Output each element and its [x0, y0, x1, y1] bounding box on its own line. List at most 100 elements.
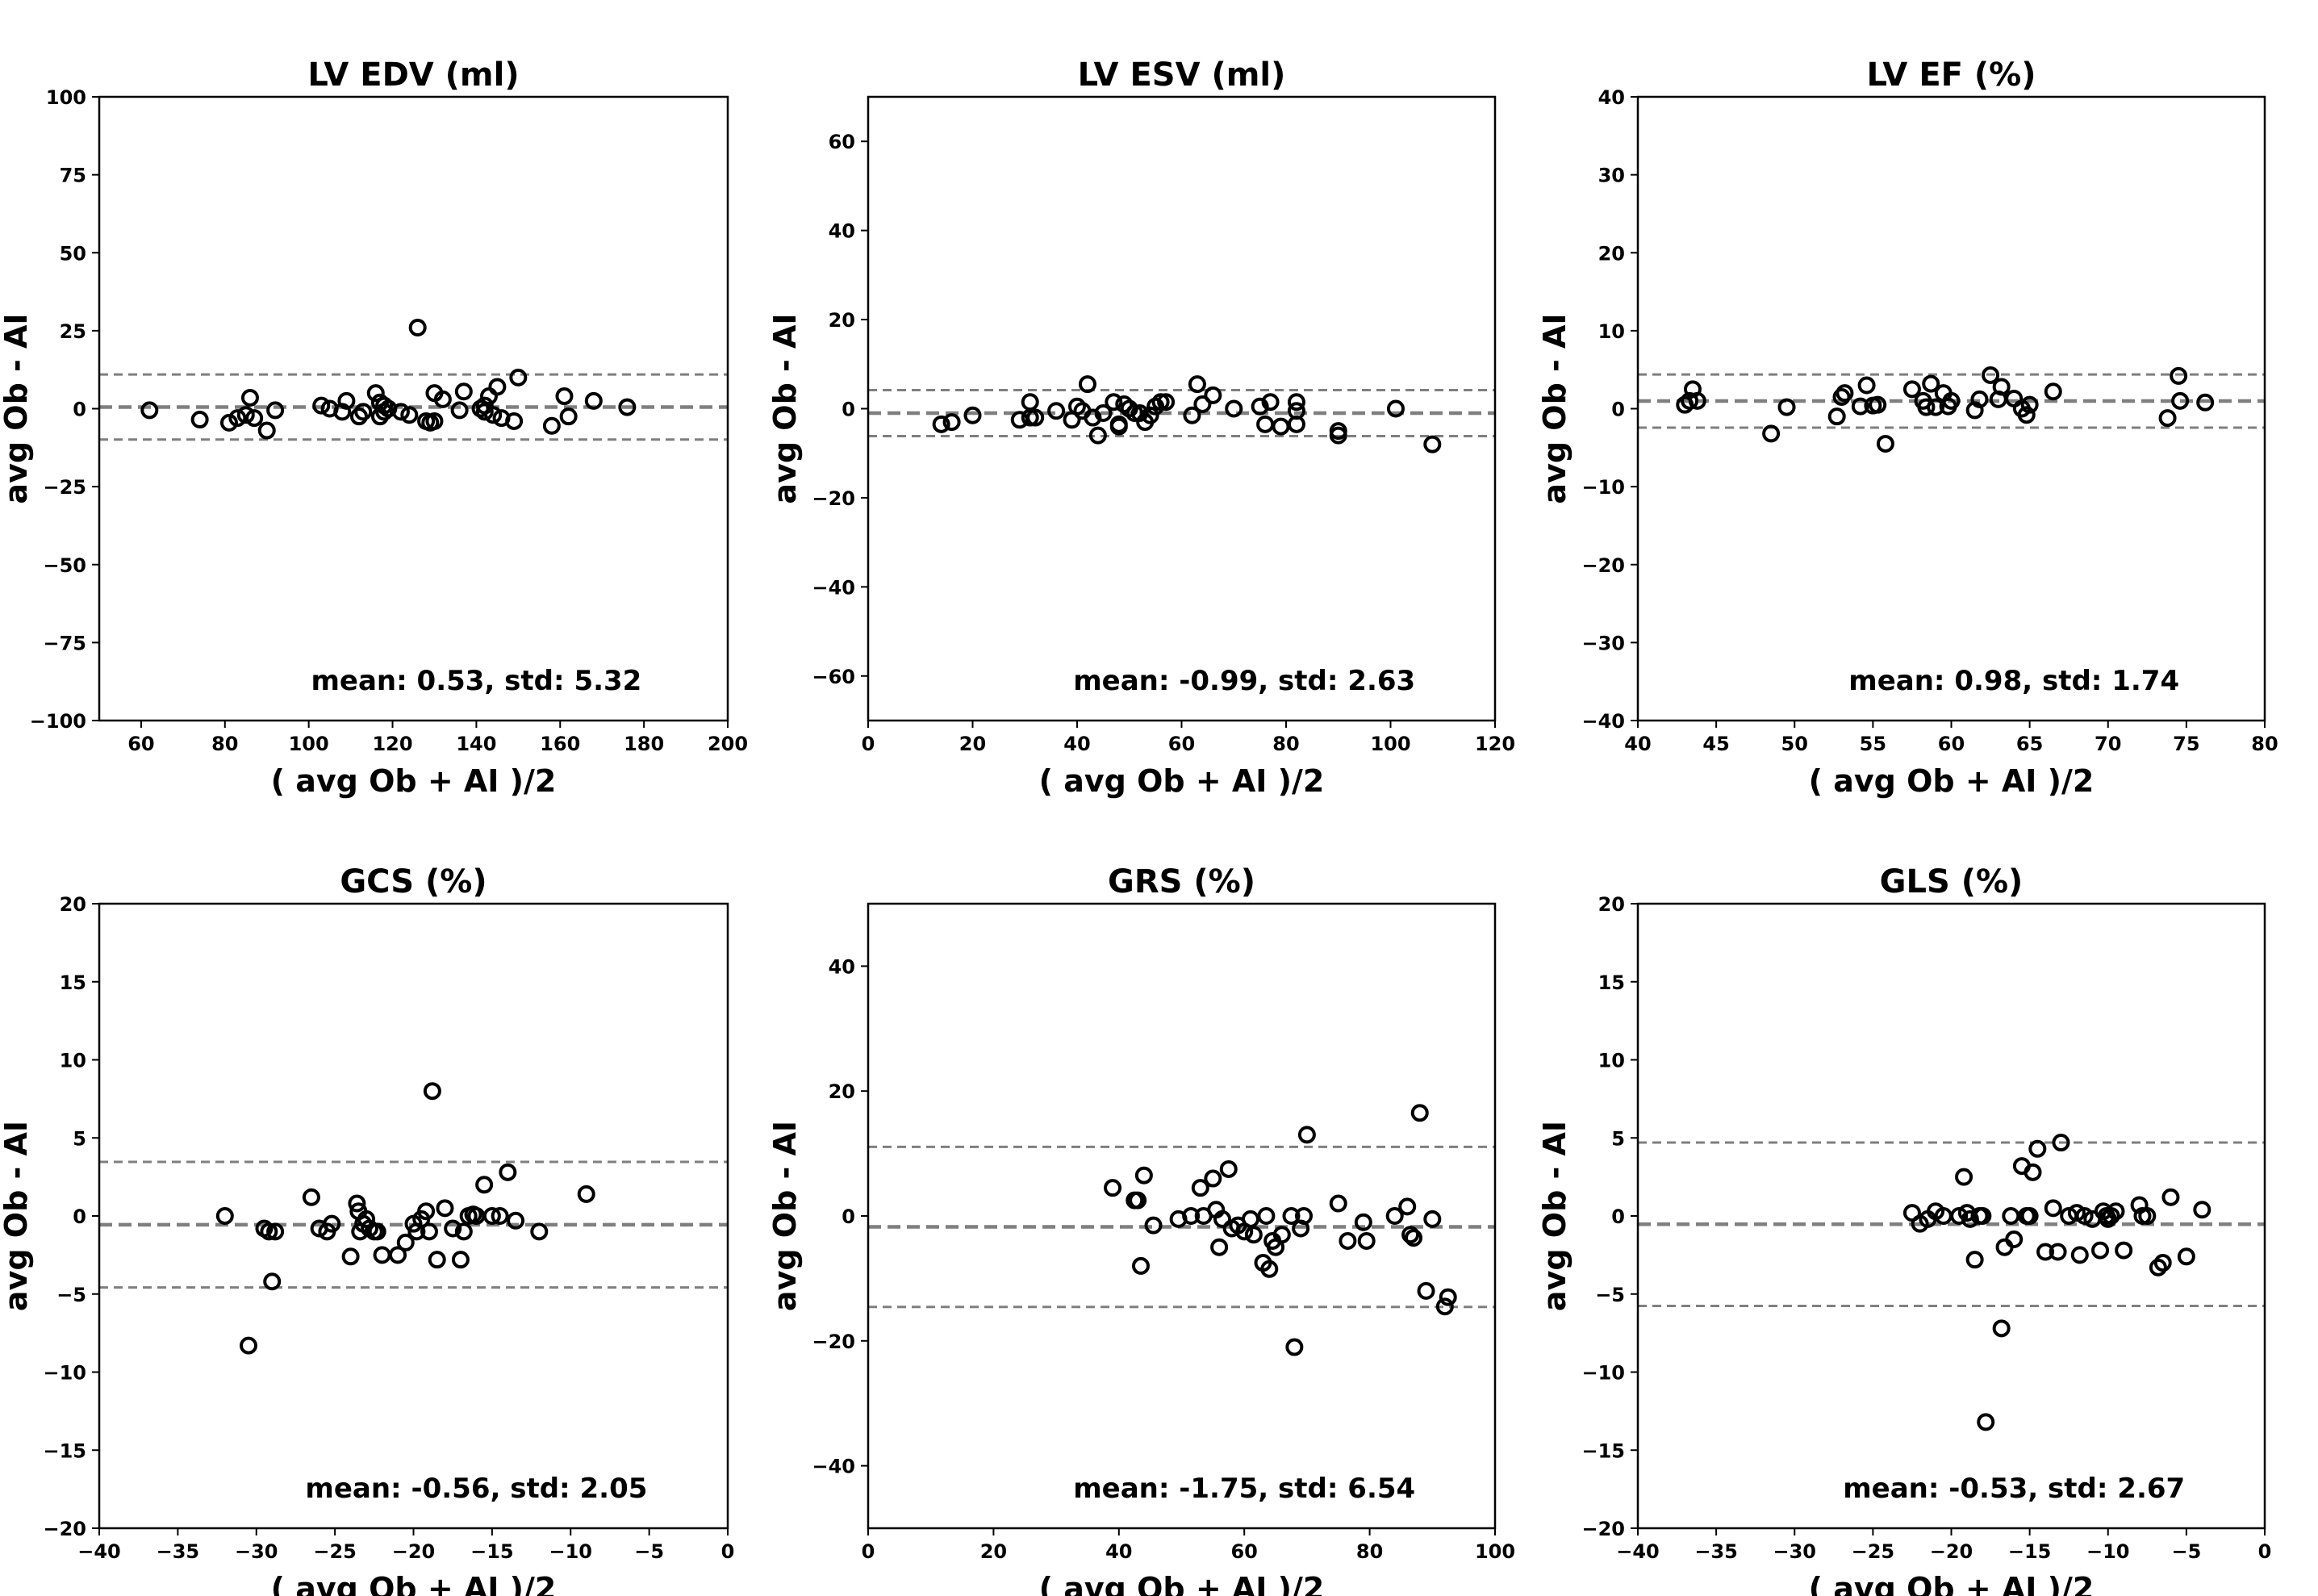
data-point	[454, 1222, 473, 1241]
data-point	[1251, 397, 1269, 416]
y-tick-label: 75	[60, 165, 86, 187]
data-point	[1130, 404, 1149, 423]
y-tick-label: 30	[1598, 165, 1625, 187]
data-point	[240, 388, 259, 407]
data-point	[942, 413, 961, 432]
y-tick-label: 0	[1611, 1205, 1625, 1228]
plot-frame	[867, 95, 1497, 722]
data-point	[1109, 417, 1128, 436]
data-point	[428, 1251, 446, 1269]
data-point	[2161, 1188, 2180, 1206]
x-tick-label: 80	[211, 733, 238, 755]
data-point	[389, 1246, 407, 1264]
x-tick-label: −30	[235, 1540, 278, 1563]
x-tick-label: 60	[127, 733, 154, 755]
plot-frame	[1636, 95, 2266, 722]
subplot-0: LV EDV (ml) ( avg Ob + AI )/2 avg Ob - AI 6…	[0, 56, 748, 799]
y-tick-label: 15	[60, 971, 86, 994]
y-tick-label: 0	[73, 1205, 86, 1228]
x-axis-label: ( avg Ob + AI )/2	[1039, 763, 1325, 799]
data-point	[584, 391, 603, 410]
data-point	[484, 406, 503, 424]
y-tick-label: 25	[60, 320, 86, 343]
data-point	[1021, 393, 1039, 412]
x-tick-label: −35	[1694, 1540, 1738, 1563]
data-point	[140, 401, 159, 420]
data-point	[1272, 417, 1290, 436]
data-point	[337, 391, 356, 410]
subplot-title: GCS (%)	[340, 863, 487, 900]
x-tick-label: 80	[1272, 733, 1299, 755]
data-point	[454, 382, 473, 401]
y-tick-label: 0	[1611, 399, 1625, 421]
data-point	[1282, 1207, 1301, 1225]
y-tick-label: 40	[829, 220, 855, 243]
data-point	[1982, 366, 2000, 384]
data-point	[2028, 1139, 2047, 1158]
data-point	[1287, 393, 1305, 412]
y-axis-label: avg Ob - AI	[0, 313, 34, 503]
y-tick-label: −20	[43, 1518, 86, 1540]
data-point	[1191, 1179, 1209, 1197]
data-point	[425, 412, 444, 430]
data-point	[436, 1199, 454, 1218]
data-point	[341, 1247, 360, 1266]
data-point	[2036, 1243, 2055, 1261]
data-point	[1021, 408, 1039, 427]
y-tick-label: 60	[829, 131, 855, 153]
data-point	[391, 403, 410, 421]
data-point	[2002, 1207, 2020, 1225]
data-point	[1141, 406, 1159, 424]
y-tick-label: −40	[812, 576, 855, 599]
subplot-title: LV EDV (ml)	[307, 56, 519, 94]
data-point	[1869, 395, 1887, 414]
y-tick-label: 0	[842, 399, 855, 421]
x-tick-label: −15	[2008, 1540, 2052, 1563]
data-point	[2149, 1258, 2167, 1276]
data-point	[505, 412, 524, 430]
subplot-title: GRS (%)	[1108, 863, 1255, 900]
data-point	[2005, 1230, 2024, 1249]
data-point	[2070, 1246, 2089, 1264]
data-point	[559, 407, 578, 426]
y-tick-label: 20	[1598, 893, 1625, 916]
data-point	[368, 1222, 386, 1241]
data-point	[491, 1207, 509, 1225]
x-tick-label: −20	[392, 1540, 436, 1563]
data-point	[1973, 1207, 1992, 1225]
y-tick-label: −10	[1581, 476, 1625, 499]
y-axis-label: avg Ob - AI	[0, 1121, 34, 1311]
stats-annotation: mean: -0.53, std: 2.67	[1843, 1473, 2185, 1505]
data-point	[509, 368, 528, 386]
data-point	[266, 1222, 285, 1241]
x-tick-label: 0	[862, 1540, 875, 1563]
data-point	[577, 1184, 595, 1203]
x-tick-label: −5	[2171, 1540, 2201, 1563]
x-tick-label: 0	[2258, 1540, 2272, 1563]
y-axis-label: avg Ob - AI	[1537, 313, 1572, 503]
y-tick-label: 20	[60, 893, 86, 916]
y-axis-label: avg Ob - AI	[767, 313, 803, 503]
x-tick-label: 100	[1475, 1540, 1515, 1563]
data-point	[1182, 1207, 1201, 1225]
data-point	[215, 1207, 234, 1225]
x-tick-label: 40	[1624, 733, 1651, 755]
data-point	[1970, 390, 1989, 408]
data-point	[1094, 404, 1113, 423]
data-point	[1257, 1207, 1276, 1225]
x-axis-label: ( avg Ob + AI )/2	[271, 763, 557, 799]
stats-annotation: mean: -0.56, std: 2.05	[305, 1473, 647, 1505]
data-point	[1927, 398, 1945, 416]
data-point	[475, 1176, 494, 1194]
data-point	[1992, 1319, 2011, 1338]
y-tick-label: −20	[1581, 1518, 1625, 1540]
data-point	[2020, 1207, 2039, 1225]
data-point	[1965, 1251, 1984, 1269]
x-tick-label: 0	[721, 1540, 735, 1563]
data-point	[2044, 382, 2062, 401]
y-tick-label: 10	[1598, 320, 1625, 343]
y-tick-label: 5	[73, 1127, 86, 1150]
data-point	[1297, 1126, 1316, 1144]
data-point	[1088, 426, 1107, 445]
x-tick-label: 45	[1702, 733, 1729, 755]
